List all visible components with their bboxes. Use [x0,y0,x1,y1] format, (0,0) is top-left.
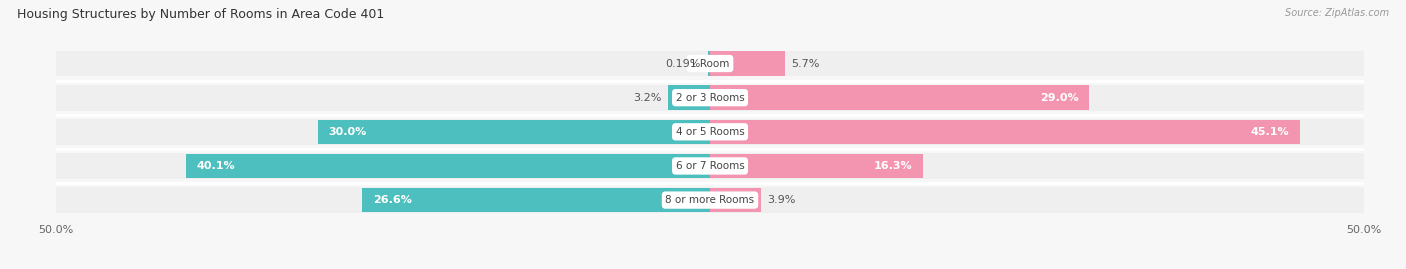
Text: 0.19%: 0.19% [665,59,702,69]
Bar [710,51,785,76]
Text: Housing Structures by Number of Rooms in Area Code 401: Housing Structures by Number of Rooms in… [17,8,384,21]
Text: 5.7%: 5.7% [792,59,820,69]
Bar [363,188,710,213]
Text: 3.2%: 3.2% [633,93,662,103]
Bar [710,119,1299,144]
Bar [707,51,710,76]
Bar [56,187,1364,213]
Bar [186,154,710,178]
Bar [710,188,761,213]
Text: 4 or 5 Rooms: 4 or 5 Rooms [676,127,744,137]
Text: 3.9%: 3.9% [768,195,796,205]
Text: 40.1%: 40.1% [197,161,235,171]
Text: 30.0%: 30.0% [328,127,367,137]
Bar [56,85,1364,111]
Text: 26.6%: 26.6% [373,195,412,205]
Text: 8 or more Rooms: 8 or more Rooms [665,195,755,205]
Bar [56,153,1364,179]
Text: 6 or 7 Rooms: 6 or 7 Rooms [676,161,744,171]
Text: 1 Room: 1 Room [690,59,730,69]
Text: 45.1%: 45.1% [1251,127,1289,137]
Bar [56,119,1364,145]
Text: 2 or 3 Rooms: 2 or 3 Rooms [676,93,744,103]
Bar [710,85,1090,110]
Bar [668,85,710,110]
Bar [710,154,924,178]
Text: 16.3%: 16.3% [875,161,912,171]
Bar [56,51,1364,76]
Text: Source: ZipAtlas.com: Source: ZipAtlas.com [1285,8,1389,18]
Bar [318,119,710,144]
Text: 29.0%: 29.0% [1040,93,1078,103]
